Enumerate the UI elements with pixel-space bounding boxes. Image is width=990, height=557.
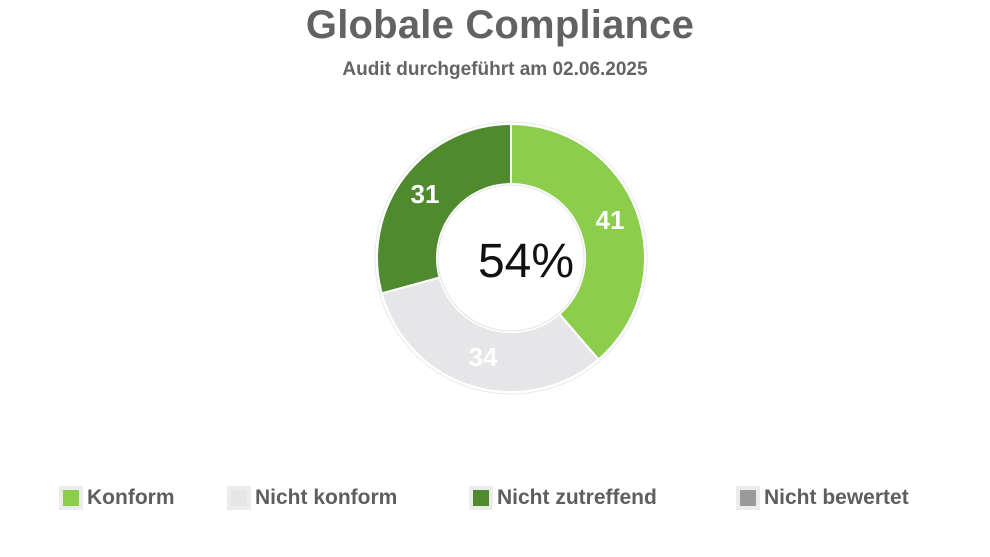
legend-swatch-nicht-bewertet-icon xyxy=(736,486,760,510)
chart-legend: Konform Nicht konform Nicht zutreffend N… xyxy=(0,484,990,512)
legend-swatch-nicht-zutreffend-icon xyxy=(469,486,493,510)
legend-swatch-konform-icon xyxy=(59,486,83,510)
slice-label-konform: 41 xyxy=(596,205,625,235)
legend-label: Nicht zutreffend xyxy=(497,486,657,509)
donut-outer-ring xyxy=(374,121,648,395)
slice-label-nicht-zutreffend: 31 xyxy=(411,179,440,209)
center-percentage: 54% xyxy=(478,235,574,288)
legend-item-nicht-konform[interactable]: Nicht konform xyxy=(227,484,397,512)
legend-item-nicht-zutreffend[interactable]: Nicht zutreffend xyxy=(469,484,657,512)
legend-label: Nicht konform xyxy=(255,486,398,509)
legend-label: Nicht bewertet xyxy=(764,486,909,509)
donut-slices xyxy=(374,121,648,395)
slice-label-nicht-konform: 34 xyxy=(469,342,498,372)
donut-slice-nicht-zutreffend[interactable] xyxy=(376,122,512,295)
chart-title: Globale Compliance xyxy=(305,3,695,47)
legend-label: Konform xyxy=(87,486,175,509)
chart-subtitle: Audit durchgeführt am 02.06.2025 xyxy=(342,59,648,80)
donut-slice-konform[interactable] xyxy=(510,122,646,361)
donut-hole xyxy=(437,184,585,332)
legend-item-nicht-bewertet[interactable]: Nicht bewertet xyxy=(736,484,909,512)
legend-swatch-nicht-konform-icon xyxy=(227,486,251,510)
legend-item-konform[interactable]: Konform xyxy=(59,484,175,512)
donut-slice-nicht-konform[interactable] xyxy=(380,276,600,393)
